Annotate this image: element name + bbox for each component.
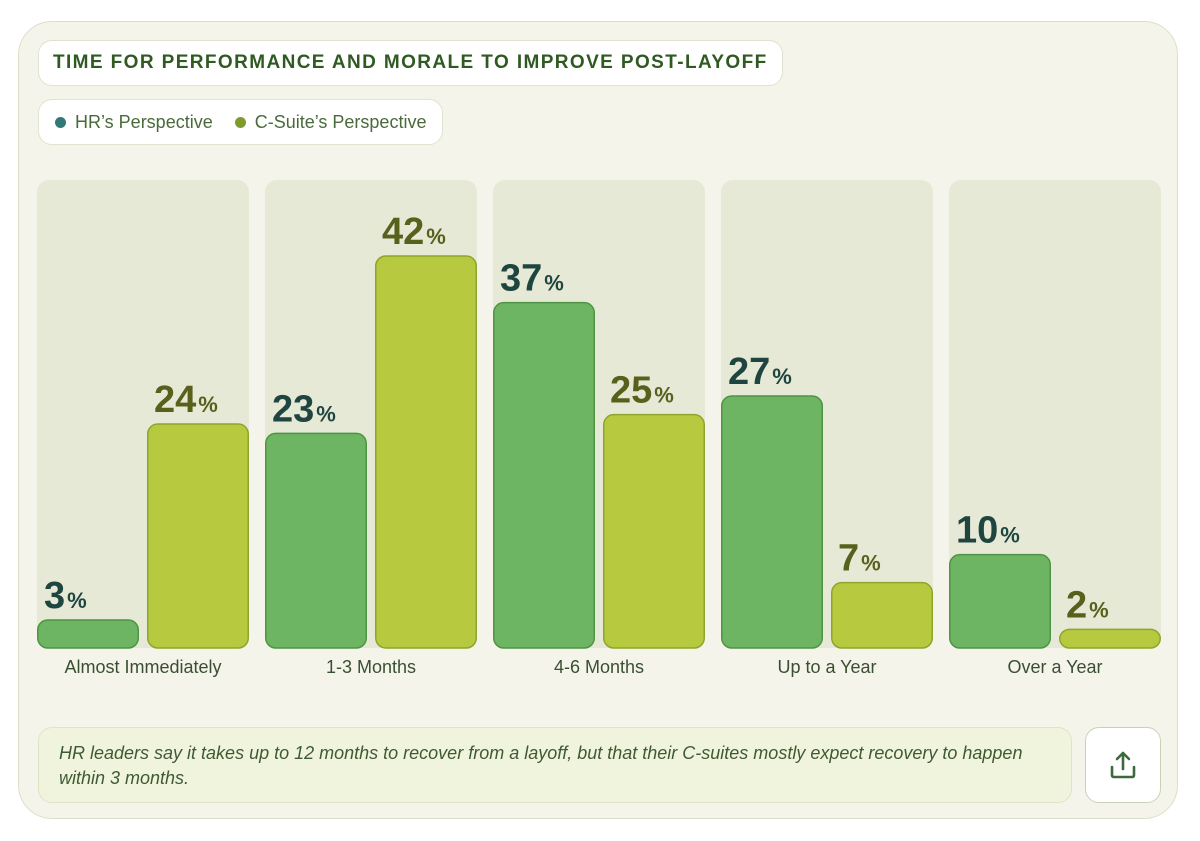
data-label-cs: 2% [1066,584,1109,626]
chart-note: HR leaders say it takes up to 12 months … [38,727,1072,803]
bar-cs [831,581,933,649]
bar-hr [949,553,1051,649]
category-label: Almost Immediately [64,657,221,677]
legend-item-cs: C-Suite’s Perspective [234,111,427,133]
chart-title: TIME FOR PERFORMANCE AND MORALE TO IMPRO… [38,40,783,86]
share-upload-icon [1110,751,1136,779]
bar-hr [265,432,367,649]
category-label: Over a Year [1007,657,1102,677]
data-label-cs: 42% [382,211,446,253]
bar-hr [37,619,139,649]
data-label-hr: 27% [728,351,792,393]
legend-label-cs: C-Suite’s Perspective [254,111,427,132]
data-label-hr: 3% [44,575,87,617]
bar-hr [721,395,823,649]
category-label: Up to a Year [777,657,876,677]
bar-cs [147,423,249,649]
data-label-cs: 24% [154,379,218,421]
legend-dot-hr [55,116,66,128]
legend-label-hr: HR’s Perspective [75,111,213,132]
bar-cs [603,413,705,649]
legend-item-hr: HR’s Perspective [55,112,213,133]
data-label-cs: 25% [610,370,674,412]
bar-hr [493,301,595,649]
legend-dot-cs [234,116,246,128]
chart-note-text: HR leaders say it takes up to 12 months … [59,743,1023,788]
data-label-hr: 23% [272,388,336,430]
legend: HR’s Perspective C-Suite’s Perspective [38,99,444,145]
data-label-hr: 10% [956,510,1020,552]
data-label-hr: 37% [500,258,564,300]
bar-group-track [949,180,1161,648]
category-label: 4-6 Months [554,657,644,677]
bar-cs [375,255,477,649]
chart-title-text: TIME FOR PERFORMANCE AND MORALE TO IMPRO… [53,52,768,73]
bar-cs [1059,628,1161,649]
data-label-cs: 7% [838,538,881,580]
share-button[interactable] [1085,727,1161,803]
category-label: 1-3 Months [326,657,416,677]
